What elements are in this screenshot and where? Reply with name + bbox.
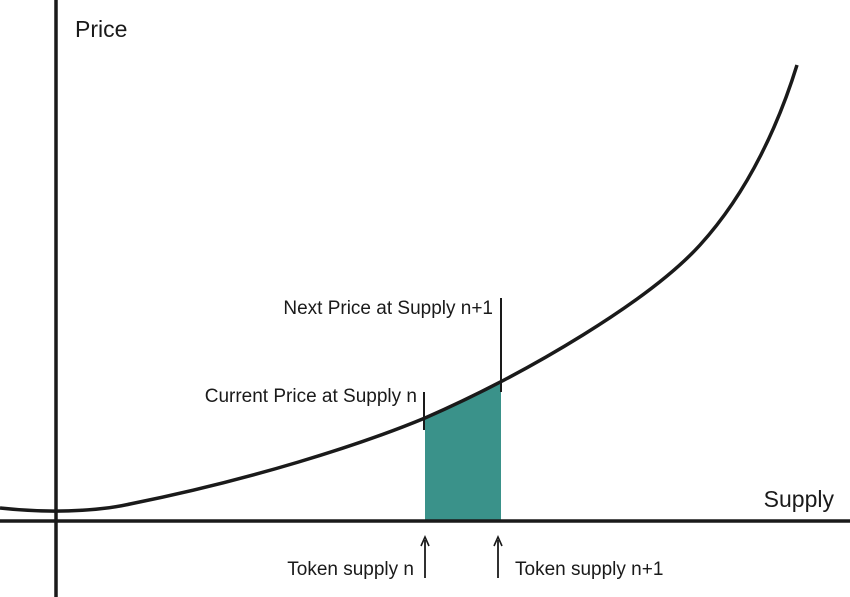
supply-n-arrow — [420, 535, 430, 578]
x-axis-title: Supply — [764, 486, 835, 512]
token-supply-n1-label: Token supply n+1 — [515, 559, 663, 580]
supply-n1-arrow — [493, 535, 503, 578]
token-supply-n-label: Token supply n — [287, 559, 414, 580]
y-axis-title: Price — [75, 16, 127, 42]
price-curve — [0, 64, 799, 513]
current-price-label: Current Price at Supply n — [205, 386, 417, 407]
price-area-between-n-and-n1 — [425, 383, 501, 521]
next-price-label: Next Price at Supply n+1 — [283, 298, 493, 319]
